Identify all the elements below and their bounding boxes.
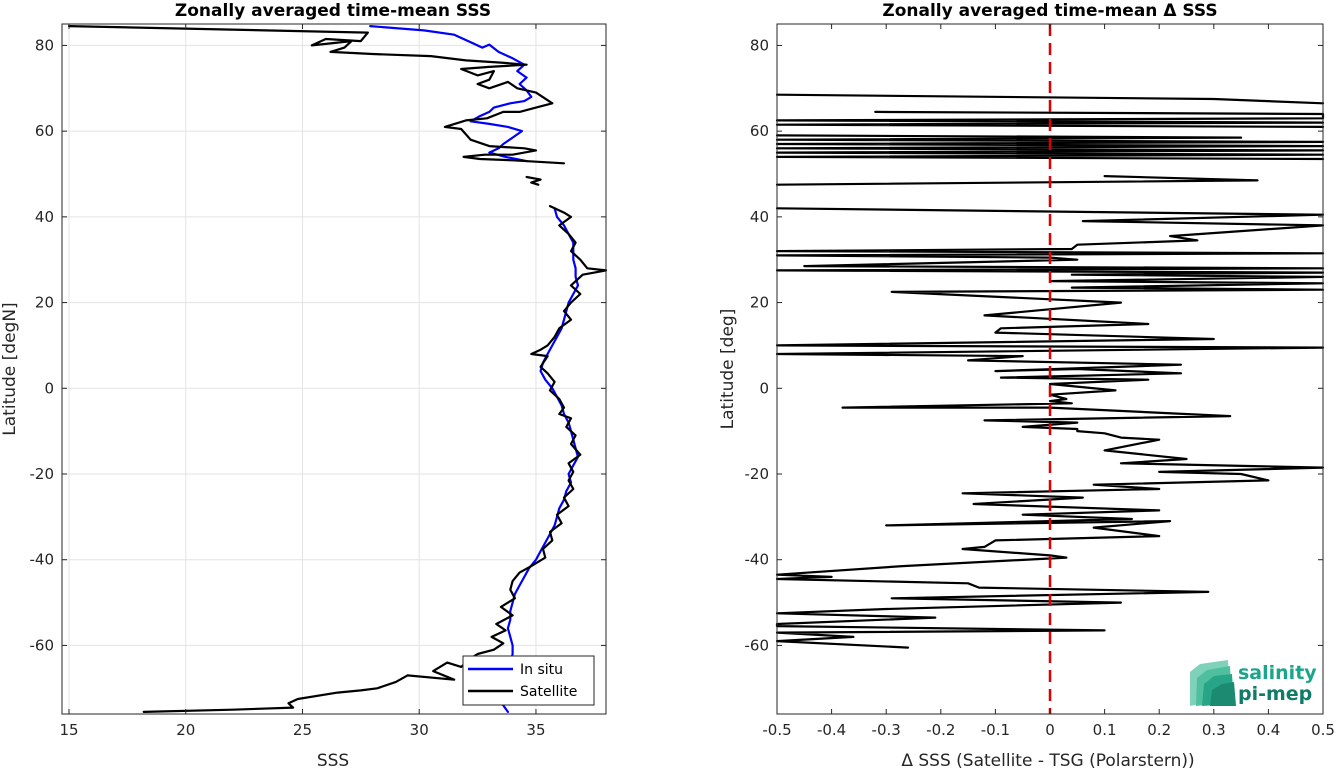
wave-logo-icon [1190, 660, 1236, 706]
left-y-tick-label: 60 [35, 122, 54, 140]
left-y-tick-label: 0 [44, 379, 54, 397]
salinity-pimep-logo: salinity pi-mep [1190, 660, 1317, 706]
logo-text-pimep: pi-mep [1238, 683, 1312, 705]
legend-label-in-situ: In situ [520, 662, 563, 678]
left-y-tick-label: 80 [35, 36, 54, 54]
left-ticks: 15 20 25 30 35 -60 -40 -20 0 20 40 60 80 [30, 24, 606, 739]
right-series-line-series-1 [775, 93, 1325, 105]
left-y-tick-label: 20 [35, 294, 54, 312]
left-y-tick-label: -60 [30, 636, 55, 654]
left-y-tick-label: 40 [35, 208, 54, 226]
left-axes-box [61, 23, 607, 715]
left-x-tick-label: 35 [526, 721, 545, 739]
right-y-tick-label: 0 [759, 379, 769, 397]
left-x-tick-label: 15 [59, 721, 78, 739]
right-x-tick-label: 0.4 [1256, 721, 1280, 739]
right-series-line-series-1 [775, 175, 1259, 186]
right-x-tick-label: 0.1 [1093, 721, 1117, 739]
right-y-tick-label: 20 [750, 294, 769, 312]
left-x-axis-label: SSS [317, 751, 349, 769]
right-y-tick-label: 80 [750, 36, 769, 54]
left-x-tick-label: 30 [410, 721, 429, 739]
right-y-axis-label: Latitude [deg] [718, 309, 738, 430]
left-y-tick-label: -20 [30, 465, 55, 483]
right-x-tick-label: 0.2 [1147, 721, 1171, 739]
left-x-tick-label: 25 [293, 721, 312, 739]
right-panel: -0.5 -0.4 -0.3 -0.2 -0.1 0 0.1 0.2 0.3 0.4 0.5 -60 -… [718, 1, 1335, 769]
left-y-tick-label: -40 [30, 551, 55, 569]
right-y-tick-label: 60 [750, 122, 769, 140]
left-series-line-satellite [525, 175, 542, 186]
left-series-line-satellite [67, 25, 566, 165]
left-grid [62, 24, 606, 714]
left-series-line-in-situ [369, 25, 533, 163]
right-x-tick-label: -0.2 [926, 721, 955, 739]
right-y-tick-label: -40 [745, 551, 770, 569]
left-x-tick-label: 20 [176, 721, 195, 739]
legend-label-satellite: Satellite [520, 684, 577, 700]
logo-text-salinity: salinity [1238, 662, 1317, 684]
left-series [67, 25, 608, 714]
right-chart-title: Zonally averaged time-mean Δ SSS [882, 1, 1217, 21]
right-x-axis-label: Δ SSS (Satellite - TSG (Polarstern)) [901, 751, 1194, 769]
right-x-tick-label: 0.3 [1202, 721, 1226, 739]
left-chart-title: Zonally averaged time-mean SSS [175, 1, 491, 21]
right-x-tick-label: -0.4 [817, 721, 846, 739]
left-y-axis-label: Latitude [degN] [0, 302, 20, 435]
right-series-line-series-1 [775, 207, 1325, 649]
right-x-tick-label: 0 [1045, 721, 1055, 739]
right-y-tick-label: -20 [745, 465, 770, 483]
left-panel: 15 20 25 30 35 -60 -40 -20 0 20 40 60 80 Zonally ave… [0, 1, 608, 769]
right-x-tick-label: 0.5 [1311, 721, 1335, 739]
left-series-line-satellite [142, 205, 608, 714]
right-y-tick-label: -60 [745, 636, 770, 654]
left-series-line-in-situ [495, 207, 580, 714]
right-y-tick-label: 40 [750, 208, 769, 226]
legend-box [462, 655, 595, 706]
right-x-tick-label: -0.3 [872, 721, 901, 739]
right-x-tick-label: -0.1 [981, 721, 1010, 739]
right-x-tick-label: -0.5 [762, 721, 791, 739]
right-ticks: -0.5 -0.4 -0.3 -0.2 -0.1 0 0.1 0.2 0.3 0.4 0.5 -60 -… [745, 24, 1335, 739]
legend: In situ Satellite [462, 655, 595, 706]
